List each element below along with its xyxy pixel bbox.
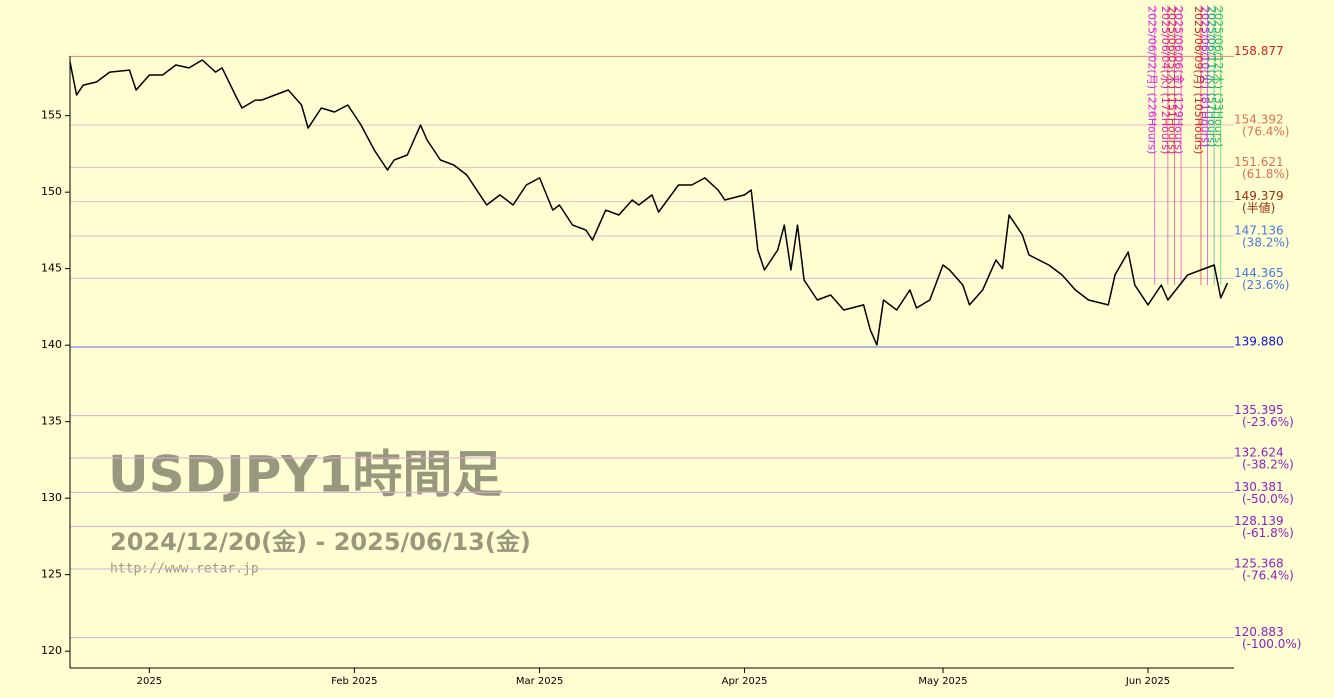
level-note: (-76.4%) xyxy=(1242,569,1294,583)
level-note: (-61.8%) xyxy=(1242,526,1294,540)
chart-subtitle: 2024/12/20(金) - 2025/06/13(金) xyxy=(110,528,531,556)
level-label: 132.624 xyxy=(1234,446,1284,460)
y-tick-label: 155 xyxy=(41,109,62,122)
level-note: (38.2%) xyxy=(1242,235,1289,249)
chart-title: USDJPY1時間足 xyxy=(108,446,502,504)
y-tick-label: 135 xyxy=(41,415,62,428)
y-tick-label: 150 xyxy=(41,185,62,198)
level-label: 149.379 xyxy=(1234,189,1284,203)
level-note: (半値) xyxy=(1242,200,1275,215)
level-label: 125.368 xyxy=(1234,557,1284,571)
level-label: 135.395 xyxy=(1234,403,1284,417)
level-note: (-38.2%) xyxy=(1242,458,1294,472)
y-tick-label: 120 xyxy=(41,644,62,657)
level-label: 130.381 xyxy=(1234,480,1284,494)
level-label: 120.883 xyxy=(1234,625,1284,639)
event-label: 2025/06/05(木) (151Hours) xyxy=(1165,6,1178,154)
level-label: 139.880 xyxy=(1234,335,1284,349)
x-tick-label: 2025 xyxy=(137,676,162,687)
level-label: 128.139 xyxy=(1234,514,1284,528)
price-line xyxy=(69,59,1229,346)
event-label: 2025/06/11(水) (57Hours) xyxy=(1205,6,1218,147)
level-note: (-50.0%) xyxy=(1242,492,1294,506)
event-label: 2025/06/02(月) (226Hours) xyxy=(1146,6,1159,154)
y-tick-label: 125 xyxy=(41,568,62,581)
level-label: 147.136 xyxy=(1234,223,1284,237)
x-tick-label: Jun 2025 xyxy=(1125,676,1170,687)
event-label: 2025/06/09(月) (105Hours) xyxy=(1192,6,1205,154)
event-label: 2025/06/04(水) (172Hours) xyxy=(1159,6,1172,154)
event-label: 2025/06/12(木) (33Hours) xyxy=(1212,6,1225,147)
x-tick-label: May 2025 xyxy=(918,676,967,687)
y-tick-label: 145 xyxy=(41,262,62,275)
y-tick-label: 140 xyxy=(41,338,62,351)
level-note: (61.8%) xyxy=(1242,167,1289,181)
level-label: 158.877 xyxy=(1234,44,1284,58)
x-tick-label: Feb 2025 xyxy=(331,676,377,687)
level-label: 154.392 xyxy=(1234,112,1284,126)
level-label: 144.365 xyxy=(1234,266,1284,280)
event-label: 2025/06/06(金) (129Hours) xyxy=(1172,6,1186,154)
level-note: (-100.0%) xyxy=(1242,637,1301,651)
level-note: (23.6%) xyxy=(1242,278,1289,292)
level-label: 151.621 xyxy=(1234,155,1284,169)
event-label: 2025/06/10(火) (81Hours) xyxy=(1199,6,1212,147)
x-tick-label: Mar 2025 xyxy=(516,676,564,687)
x-tick-label: Apr 2025 xyxy=(722,676,768,687)
y-tick-label: 130 xyxy=(41,491,62,504)
level-note: (76.4%) xyxy=(1242,124,1289,138)
level-note: (-23.6%) xyxy=(1242,415,1294,429)
